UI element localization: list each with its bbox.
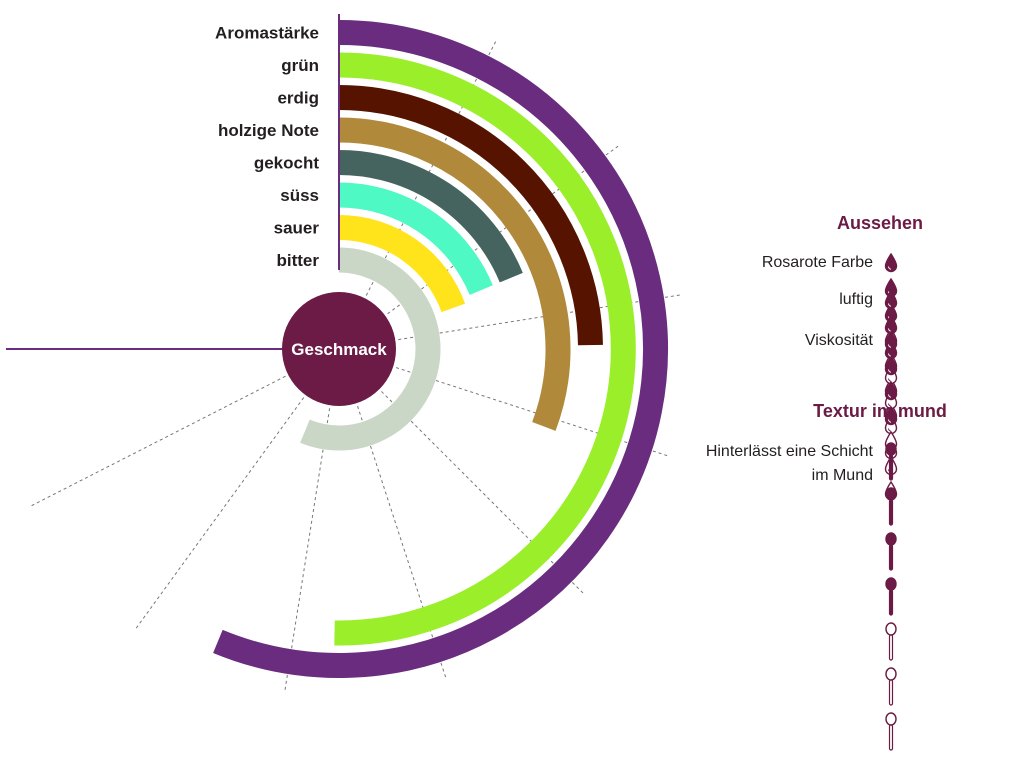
drop-icon: [884, 380, 898, 401]
bar-gekocht: [338, 150, 523, 283]
radial-bars: [213, 20, 668, 678]
spoon-icon: [885, 442, 897, 481]
appearance-label: Rosarote Farbe: [761, 254, 873, 271]
spoon-icon: [885, 487, 897, 526]
bar-erdig: [338, 85, 603, 346]
grid-lines: [28, 38, 683, 693]
bar-sauer: [338, 215, 466, 313]
grid-spoke: [357, 405, 448, 681]
category-label: grün: [281, 56, 319, 75]
appearance-rating: [884, 252, 898, 423]
spoon-icon: [885, 712, 897, 751]
bar-bitter: [300, 247, 441, 451]
spoon-icon: [885, 577, 897, 616]
grid-spoke: [284, 408, 331, 693]
appearance-rating: [884, 330, 898, 501]
texture-rating: [884, 442, 898, 751]
spoon-icon: [885, 532, 897, 571]
drop-icon: [884, 289, 898, 310]
center-circle: [282, 292, 396, 406]
bar-süss: [338, 182, 493, 296]
grid-spoke: [398, 294, 683, 341]
category-label: gekocht: [254, 154, 320, 173]
appearance-title: Aussehen: [836, 213, 924, 233]
spoon-icon: [885, 622, 897, 661]
grid-spoke: [28, 375, 286, 508]
drop-icon: [884, 355, 898, 376]
grid-spoke: [387, 144, 621, 315]
category-label: bitter: [277, 251, 320, 270]
category-label: süss: [280, 186, 319, 205]
center-label: Geschmack: [291, 340, 387, 359]
drop-icon: [884, 405, 898, 426]
grid-spoke: [134, 397, 305, 631]
drop-icon: [884, 252, 898, 273]
bar-aromastärke: [213, 20, 668, 678]
bar-grün: [334, 52, 636, 646]
grid-spoke: [365, 38, 498, 296]
category-labels: Aromastärke grün erdig holzige Note gekocht s…: [215, 24, 319, 271]
category-label: Aromastärke: [215, 24, 319, 43]
appearance-rating: [884, 289, 898, 460]
texture-title: Textur im mund: [813, 401, 947, 421]
category-label: erdig: [277, 89, 319, 108]
bar-holzige-note: [338, 117, 571, 431]
radial-bar-chart: Aromastärke grün erdig holzige Note gekocht s…: [6, 14, 683, 693]
grid-spoke: [395, 367, 671, 458]
grid-spoke: [381, 391, 586, 596]
texture-label: Hinterlässt eine Schicht im Mund: [705, 443, 873, 484]
category-label: sauer: [274, 219, 320, 238]
appearance-label: luftig: [839, 291, 873, 308]
drop-icon: [884, 330, 898, 351]
category-label: holzige Note: [218, 121, 319, 140]
spoon-icon: [885, 667, 897, 706]
appearance-label: Viskosität: [804, 332, 873, 349]
